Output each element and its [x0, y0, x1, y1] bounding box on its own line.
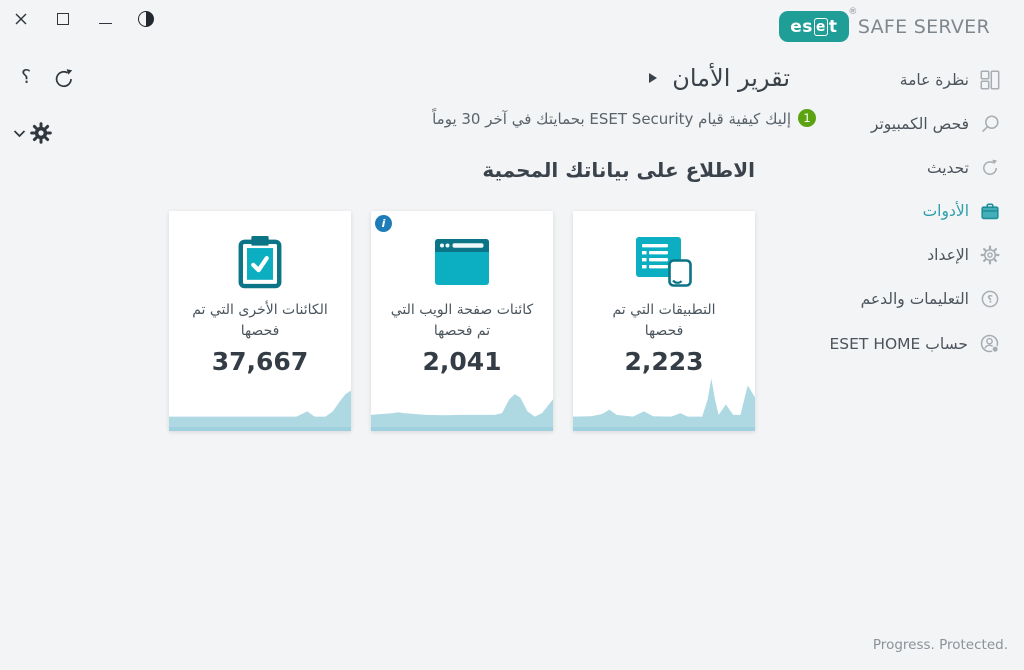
question-mark-icon: ؟: [21, 66, 32, 88]
footer-tagline: Progress. Protected.: [872, 637, 1008, 653]
settings-expander[interactable]: [13, 121, 53, 145]
maximize-button[interactable]: [53, 9, 73, 29]
logo-boxed-letter: e: [813, 17, 828, 36]
page-title: تقرير الأمان: [672, 64, 790, 92]
card-bottom-strip: [169, 427, 351, 431]
activity-sparkline: [169, 390, 351, 427]
restore-default-view-button[interactable]: [52, 67, 76, 91]
info-icon[interactable]: i: [375, 215, 392, 232]
minimize-icon: [98, 22, 112, 24]
sidebar-item-label: التعليمات والدعم: [860, 290, 969, 308]
sidebar-item-label: فحص الكمبيوتر: [870, 115, 969, 133]
toolbox-icon: [981, 203, 999, 220]
circular-arrow-icon: [55, 69, 73, 88]
sidebar-item-label: نظرة عامة: [899, 71, 969, 89]
browser-window-icon: [434, 229, 490, 295]
maximize-icon: [57, 13, 69, 25]
page-header: تقرير الأمان: [649, 64, 790, 92]
account-icon: [980, 334, 999, 353]
card-bottom-strip: [573, 427, 755, 431]
card-scanned-applications[interactable]: التطبيقات التي تم فحصها 2,223: [573, 211, 755, 431]
activity-sparkline: [371, 394, 553, 427]
gear-icon: [980, 245, 1000, 265]
card-value: 37,667: [211, 347, 309, 376]
contrast-icon: [138, 11, 154, 27]
card-value: 2,041: [422, 347, 502, 376]
svg-text:؟: ؟: [987, 295, 993, 306]
chevron-down-icon: [13, 129, 26, 137]
registered-trademark: ®: [848, 7, 858, 17]
product-name: SAFE SERVER: [857, 15, 990, 38]
logo-text-tail: t: [828, 16, 838, 37]
sidebar-item-setup[interactable]: الإعداد: [927, 245, 1000, 265]
card-label: التطبيقات التي تم فحصها: [612, 302, 716, 339]
sidebar-item-eset-home-account[interactable]: حساب ESET HOME: [830, 333, 1001, 354]
card-scanned-webpages[interactable]: i كائنات صفحة الويب التي تم فحصها 2,041: [371, 211, 553, 431]
sidebar-item-computer-scan[interactable]: فحص الكمبيوتر: [871, 114, 1000, 134]
magnifier-icon: [982, 115, 999, 133]
page-subtitle: إليك كيفية قيام ESET Security بحمايتك في…: [432, 110, 791, 128]
gear-icon: [30, 122, 52, 144]
overview-grid-icon: [980, 70, 1000, 90]
sidebar-item-label: حساب ESET HOME: [829, 334, 969, 353]
card-scanned-other-objects[interactable]: الكائنات الأخرى التي تم فحصها 37,667: [169, 211, 351, 431]
card-label: الكائنات الأخرى التي تم فحصها: [192, 302, 328, 339]
sidebar-item-overview[interactable]: نظرة عامة: [900, 70, 1000, 90]
refresh-icon: [983, 159, 998, 175]
sidebar-item-label: تحديث: [927, 159, 969, 177]
sidebar-item-label: الأدوات: [922, 202, 969, 220]
applications-list-icon: [635, 229, 693, 295]
logo-text: es: [790, 16, 813, 37]
security-report-summary: 1 إليك كيفية قيام ESET Security بحمايتك …: [432, 109, 816, 128]
section-title: الاطلاع على بياناتك المحمية: [482, 158, 755, 182]
sidebar-item-tools[interactable]: الأدوات: [923, 201, 1000, 221]
eset-logo: es e t ®: [778, 7, 857, 42]
minimize-button[interactable]: [95, 9, 115, 29]
activity-sparkline: [573, 378, 755, 427]
card-value: 2,223: [624, 347, 704, 376]
sidebar-item-help-support[interactable]: ؟ التعليمات والدعم: [861, 289, 1000, 309]
close-button[interactable]: [11, 9, 31, 29]
contrast-toggle-button[interactable]: [136, 9, 156, 29]
brand: es e t ® SAFE SERVER: [778, 7, 990, 42]
card-bottom-strip: [371, 427, 553, 431]
notification-count-badge: 1: [798, 109, 816, 127]
help-button[interactable]: ؟: [21, 66, 31, 88]
clipboard-check-icon: [235, 229, 285, 295]
stat-cards-row: التطبيقات التي تم فحصها 2,223 i كائنات ص…: [169, 211, 755, 431]
close-icon: [15, 13, 27, 25]
sidebar-item-update[interactable]: تحديث: [927, 158, 1000, 178]
card-label: كائنات صفحة الويب التي تم فحصها: [390, 302, 534, 339]
sidebar-item-label: الإعداد: [927, 246, 969, 264]
question-circle-icon: ؟: [981, 290, 999, 308]
collapse-arrow-icon[interactable]: [649, 73, 658, 83]
